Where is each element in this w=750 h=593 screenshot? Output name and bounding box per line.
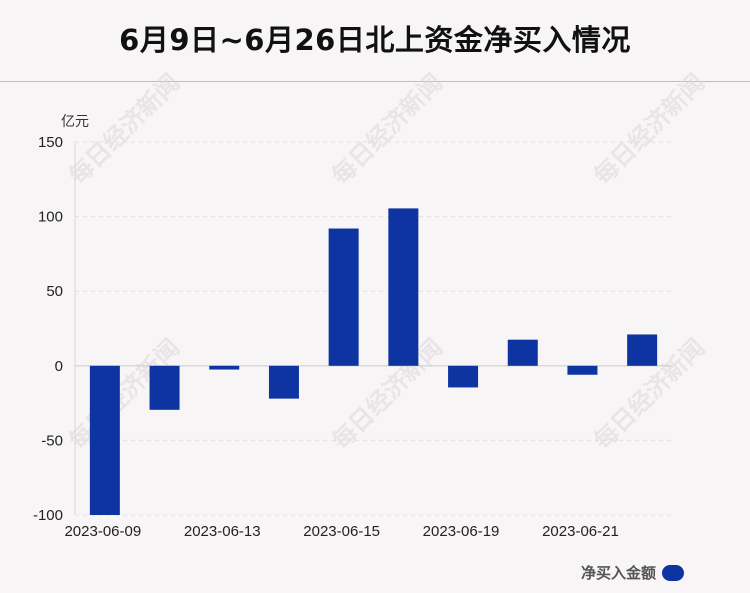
legend: 净买入金额 xyxy=(581,562,684,583)
x-tick-label: 2023-06-15 xyxy=(303,523,380,540)
bar xyxy=(328,228,359,366)
bar xyxy=(627,334,658,366)
x-tick-label: 2023-06-21 xyxy=(542,523,619,540)
x-tick-label: 2023-06-13 xyxy=(184,523,261,540)
bar xyxy=(567,365,598,375)
y-unit-label: 亿元 xyxy=(61,114,89,130)
bar xyxy=(149,365,180,410)
y-tick-label: 150 xyxy=(38,134,63,151)
legend-swatch xyxy=(662,564,684,581)
x-tick-label: 2023-06-19 xyxy=(423,523,500,540)
y-tick-label: 0 xyxy=(55,358,63,375)
watermark-text: 每日经济新闻 xyxy=(588,68,710,190)
watermark-text: 每日经济新闻 xyxy=(326,68,448,190)
bar xyxy=(209,365,240,370)
bar xyxy=(268,365,299,399)
bar xyxy=(507,339,538,366)
chart-title: 6月9日~6月26日北上资金净买入情况 xyxy=(119,23,631,57)
x-tick-label: 2023-06-09 xyxy=(64,523,141,540)
legend-label: 净买入金额 xyxy=(580,564,656,582)
title-divider xyxy=(0,81,750,82)
bar xyxy=(448,365,479,388)
y-tick-label: -50 xyxy=(41,432,63,449)
bar xyxy=(388,208,419,366)
y-tick-label: -100 xyxy=(33,507,63,524)
bar xyxy=(89,365,120,515)
y-tick-label: 100 xyxy=(38,209,63,226)
y-tick-label: 50 xyxy=(46,283,63,300)
